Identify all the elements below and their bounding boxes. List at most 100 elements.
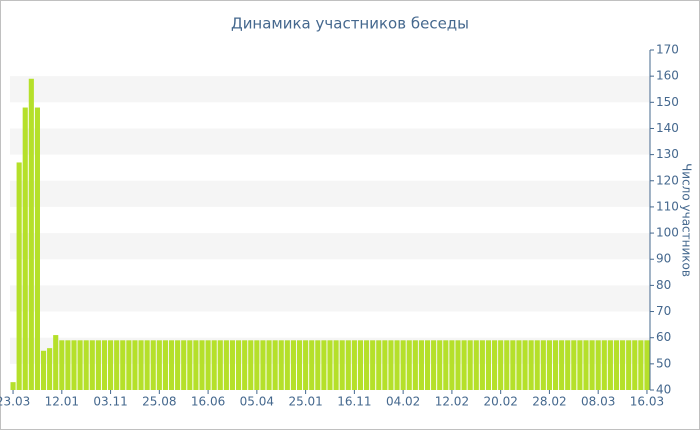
y-tick-label: 60 — [656, 330, 671, 344]
bar — [278, 340, 284, 390]
x-tick-label: 05.04 — [240, 395, 274, 409]
bar — [114, 340, 120, 390]
bar — [522, 340, 528, 390]
bar — [461, 340, 467, 390]
bar — [437, 340, 443, 390]
bar — [223, 340, 229, 390]
bar — [333, 340, 339, 390]
bar — [394, 340, 400, 390]
bar — [199, 340, 205, 390]
x-tick-label: 25.08 — [142, 395, 176, 409]
x-tick-label: 03.11 — [93, 395, 127, 409]
bar — [546, 340, 552, 390]
bar — [492, 340, 498, 390]
y-tick-label: 80 — [656, 278, 671, 292]
bar — [510, 340, 516, 390]
bar — [132, 340, 138, 390]
bar — [272, 340, 278, 390]
bar — [552, 340, 559, 390]
bar — [120, 340, 126, 390]
bar — [498, 340, 504, 390]
y-tick-label: 50 — [656, 356, 671, 370]
bar — [613, 340, 620, 390]
bar — [577, 340, 583, 390]
y-tick-label: 160 — [656, 69, 679, 83]
bar — [412, 340, 418, 390]
bar — [138, 340, 144, 390]
bar — [187, 340, 193, 390]
bar — [559, 340, 565, 390]
bar — [321, 340, 327, 390]
bar — [205, 340, 211, 390]
bar — [108, 340, 114, 390]
bar — [516, 340, 522, 390]
bar — [53, 335, 59, 390]
bar — [309, 340, 315, 390]
bar — [406, 340, 412, 390]
bar — [156, 340, 162, 390]
bar — [168, 340, 175, 390]
bar — [47, 348, 53, 390]
x-tick-label: 16.06 — [191, 395, 225, 409]
y-tick-label: 70 — [656, 304, 671, 318]
x-tick-label: 12.02 — [435, 395, 469, 409]
grid-band — [10, 76, 650, 103]
bar — [181, 340, 187, 390]
bar — [595, 340, 601, 390]
bar — [479, 340, 485, 390]
x-tick-label: 16.11 — [337, 395, 371, 409]
bar — [382, 340, 388, 390]
bar — [59, 340, 65, 390]
bar — [467, 340, 473, 390]
bar — [424, 340, 431, 390]
grid-band — [10, 128, 650, 155]
bar — [534, 340, 540, 390]
bar — [400, 340, 406, 390]
x-tick-label: 23.03 — [0, 395, 30, 409]
bar — [266, 340, 272, 390]
bar — [357, 340, 364, 390]
y-tick-label: 40 — [656, 383, 671, 397]
bar — [370, 340, 376, 390]
bar — [254, 340, 260, 390]
bar — [589, 340, 595, 390]
bar — [284, 340, 290, 390]
bar — [65, 340, 71, 390]
bar — [175, 340, 181, 390]
bar — [193, 340, 199, 390]
bar — [443, 340, 449, 390]
grid-band — [10, 233, 650, 260]
bar — [144, 340, 150, 390]
bar — [431, 340, 437, 390]
y-tick-label: 130 — [656, 147, 679, 161]
bar — [418, 340, 424, 390]
y-tick-label: 100 — [656, 226, 679, 240]
y-axis-label: Число участников — [680, 163, 694, 277]
y-tick-label: 120 — [656, 173, 679, 187]
bar — [71, 340, 77, 390]
bar — [540, 340, 546, 390]
bar — [376, 340, 382, 390]
x-tick-label: 20.02 — [483, 395, 517, 409]
bar — [101, 340, 108, 390]
bar — [229, 340, 236, 390]
bar — [565, 340, 571, 390]
bar — [315, 340, 321, 390]
bar — [449, 340, 455, 390]
chart-title: Динамика участников беседы — [231, 15, 469, 33]
bar — [83, 340, 89, 390]
bar — [248, 340, 254, 390]
bar — [327, 340, 333, 390]
x-tick-label: 08.03 — [581, 395, 615, 409]
bar — [388, 340, 394, 390]
bar — [236, 340, 242, 390]
bar — [607, 340, 613, 390]
y-tick-label: 110 — [656, 199, 679, 213]
bar — [296, 340, 303, 390]
bar — [303, 340, 309, 390]
y-tick-label: 170 — [656, 43, 679, 57]
bar — [504, 340, 510, 390]
bar — [620, 340, 626, 390]
bar — [217, 340, 223, 390]
